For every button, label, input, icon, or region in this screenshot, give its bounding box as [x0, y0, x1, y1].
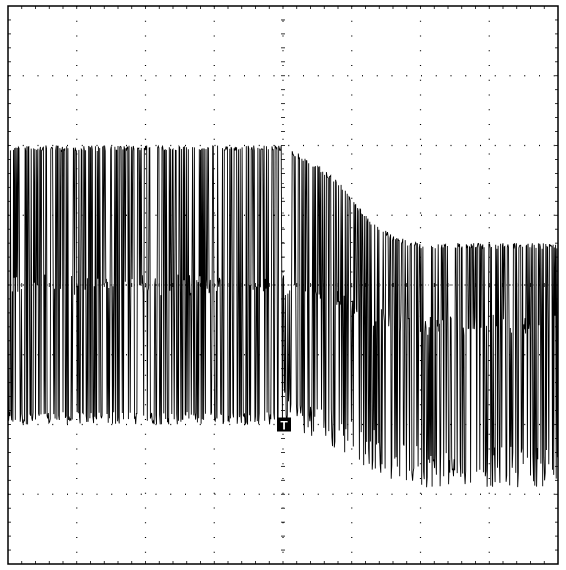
waveform-series-line [7, 144, 559, 488]
waveform-trace [7, 144, 559, 488]
trigger-marker-group: T [277, 417, 291, 433]
trigger-marker-label: T [280, 419, 288, 433]
plot-frame [7, 5, 559, 565]
trigger-marker-box [277, 417, 291, 432]
